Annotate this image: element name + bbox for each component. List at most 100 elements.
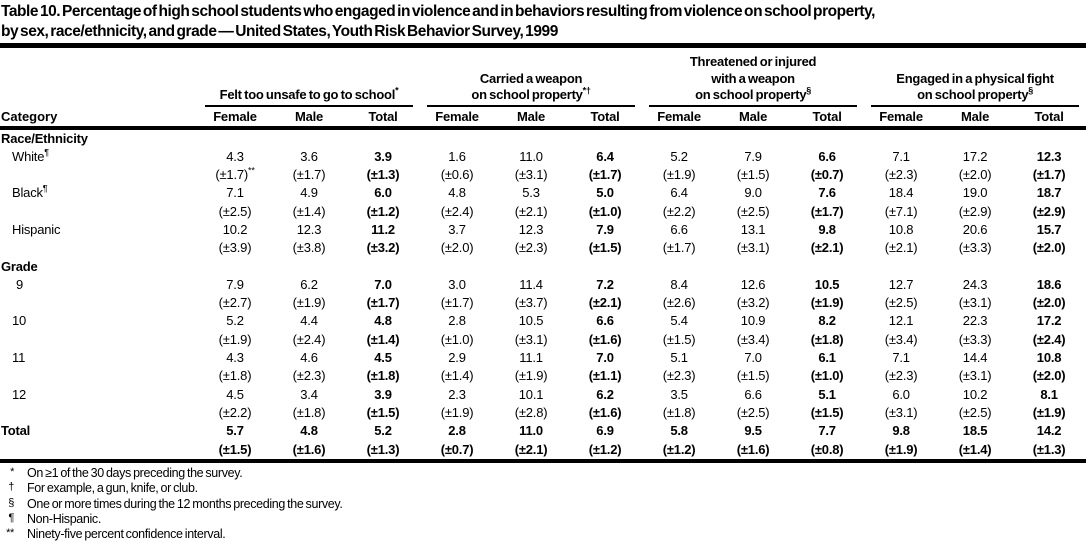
value-cell: 6.6: [670, 221, 688, 237]
confidence-interval-cell: (±0.7): [810, 167, 844, 183]
row-label-spacer: [0, 239, 198, 257]
confidence-interval-cell: (±3.9): [218, 240, 252, 256]
value-cell: 4.5: [374, 350, 392, 366]
confidence-interval-cell: (±2.1): [884, 240, 918, 256]
table-row-confidence-intervals: (±2.5) (±1.4) (±1.2) (±2.4) (±2.1) (±1.0) (±2.…: [0, 203, 1086, 221]
value-cell: 7.1: [226, 185, 244, 201]
footnote-marker-superscript: ¶: [42, 184, 48, 195]
value-cell: 17.2: [962, 148, 988, 164]
table-title: Table 10. Percentage of high school stud…: [0, 0, 1086, 43]
footnote-marker: †: [8, 481, 14, 494]
row-label-spacer: [0, 331, 198, 349]
value-cell: 4.3: [226, 350, 244, 366]
value-cell: 10.8: [1036, 350, 1062, 366]
row-label: 9: [0, 276, 198, 294]
confidence-interval-cell: (±1.9): [1032, 404, 1066, 420]
row-label-spacer: [0, 294, 198, 312]
value-cell: 11.0: [519, 148, 543, 164]
confidence-interval-cell: (±3.3): [958, 240, 992, 256]
footnote-marker-superscript: *†: [582, 85, 591, 96]
confidence-interval-cell: (±3.7): [514, 295, 548, 311]
confidence-interval-cell: (±1.7): [662, 240, 696, 256]
confidence-interval-cell: (±1.5): [736, 368, 770, 384]
subcolumn-header-total: Total: [568, 106, 643, 130]
confidence-interval-cell: (±0.7): [440, 441, 474, 457]
value-cell: 12.7: [888, 276, 914, 292]
confidence-interval-cell: (±1.6): [736, 441, 770, 457]
confidence-interval-cell: (±2.4): [292, 331, 326, 347]
value-cell: 6.2: [596, 386, 614, 402]
column-group-label-line: Carried a weapon: [479, 70, 583, 86]
value-cell: 9.8: [818, 221, 836, 237]
confidence-interval-cell: (±2.0): [1032, 240, 1066, 256]
title-rule: [0, 43, 1086, 48]
confidence-interval-cell: (±1.6): [588, 331, 622, 347]
confidence-interval-cell: (±2.1): [514, 441, 548, 457]
table-row-confidence-intervals: (±1.9) (±2.4) (±1.4) (±1.0) (±3.1) (±1.6) (±1.…: [0, 331, 1086, 349]
value-cell: 4.5: [226, 386, 244, 402]
value-cell: 7.7: [818, 423, 836, 439]
confidence-interval-cell: (±1.7): [588, 167, 622, 183]
value-cell: 10.1: [518, 386, 544, 402]
confidence-interval-cell: (±1.9): [662, 167, 696, 183]
value-cell: 6.0: [892, 386, 910, 402]
confidence-interval-cell: (±3.1): [736, 240, 770, 256]
row-label-text: 9: [15, 276, 23, 292]
value-cell: 18.5: [962, 423, 988, 439]
subcolumn-header-male: Male: [494, 106, 569, 130]
value-cell: 7.0: [596, 350, 614, 366]
confidence-interval-cell: (±2.6): [662, 295, 696, 311]
value-cell: 9.0: [744, 185, 762, 201]
footnote-marker: *: [10, 465, 14, 478]
value-cell: 9.5: [744, 423, 762, 439]
table-row-confidence-intervals: (±3.9) (±3.8) (±3.2) (±2.0) (±2.3) (±1.5) (±1.…: [0, 239, 1086, 257]
value-cell: 10.9: [740, 313, 766, 329]
value-cell: 10.5: [814, 276, 840, 292]
confidence-interval-cell: (±2.0): [1032, 295, 1066, 311]
value-cell: 4.9: [300, 185, 318, 201]
footnote: † For example, a gun, knife, or club.: [0, 481, 1084, 496]
column-group-label-line: with a weapon: [711, 70, 795, 86]
confidence-interval-cell: (±1.9): [292, 295, 326, 311]
confidence-interval-cell: (±1.8): [366, 368, 400, 384]
confidence-interval-cell: (±3.4): [884, 331, 918, 347]
confidence-interval-cell: (±3.1): [514, 167, 548, 183]
value-cell: 5.1: [818, 386, 836, 402]
footnote-marker: **: [6, 527, 14, 540]
row-label: White¶: [12, 147, 49, 164]
column-group-label: Felt too unsafe to go to school*: [205, 85, 414, 107]
confidence-interval-cell: (±2.9): [958, 203, 992, 219]
table-row-values: Total 5.7 4.8 5.2 2.8 11.0 6.9 5.8 9.5 7.7 9.8 18.5…: [0, 422, 1086, 440]
footnote-text: One or more times during the 12 months p…: [27, 496, 343, 511]
column-group-label-line: Engaged in a physical fight: [896, 70, 1054, 86]
subcolumn-header-male: Male: [272, 106, 346, 130]
confidence-interval-cell: (±1.5): [218, 441, 252, 457]
value-cell: 7.0: [744, 350, 762, 366]
row-label-text: 11: [12, 350, 26, 366]
confidence-interval-cell: (±1.0): [810, 368, 844, 384]
footnote-marker: ¶: [8, 512, 14, 525]
value-cell: 4.8: [448, 185, 466, 201]
confidence-interval-cell: (±1.9): [884, 441, 918, 457]
value-cell: 5.0: [596, 185, 614, 201]
value-cell: 17.2: [1036, 313, 1062, 329]
value-cell: 7.1: [892, 148, 910, 164]
row-label-spacer: [0, 441, 198, 459]
value-cell: 5.8: [670, 423, 688, 439]
column-group-label-line: Felt too unsafe to go to school*: [219, 85, 399, 102]
confidence-interval-cell: (±3.2): [366, 240, 400, 256]
confidence-interval-cell: (±1.2): [662, 441, 696, 457]
confidence-interval-cell: (±1.5): [810, 404, 844, 420]
table-row-confidence-intervals: (±2.7) (±1.9) (±1.7) (±1.7) (±3.7) (±2.1) (±2.…: [0, 294, 1086, 312]
subcolumn-header-total: Total: [790, 106, 865, 130]
value-cell: 12.1: [888, 313, 914, 329]
confidence-interval-cell: (±2.0): [958, 167, 992, 183]
confidence-interval-cell: (±0.8): [810, 441, 844, 457]
footnote-rule: [0, 458, 1086, 463]
confidence-interval-cell: (±1.7): [292, 167, 326, 183]
confidence-interval-cell: (±1.9): [514, 368, 548, 384]
footnote-text: On ≥1 of the 30 days preceding the surve…: [27, 465, 243, 480]
confidence-interval-cell: (±2.3): [662, 368, 696, 384]
row-label: 12: [0, 386, 198, 404]
footnote-marker-superscript: **: [248, 165, 255, 176]
